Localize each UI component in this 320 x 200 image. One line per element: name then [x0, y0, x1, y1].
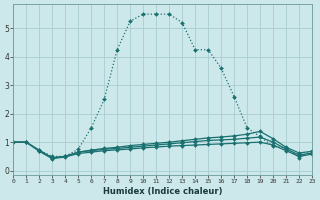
X-axis label: Humidex (Indice chaleur): Humidex (Indice chaleur)	[103, 187, 222, 196]
